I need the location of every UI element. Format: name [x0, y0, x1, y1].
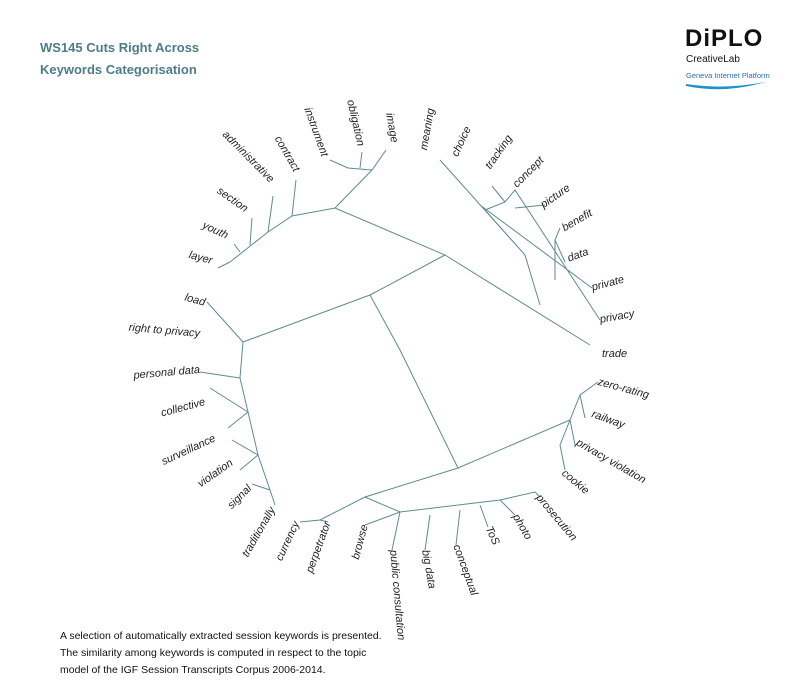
keyword-label: administrative — [220, 129, 276, 185]
keyword-label: instrument — [301, 106, 330, 159]
keyword-label: zero-rating — [596, 376, 652, 402]
keyword-label: right to privacy — [128, 322, 202, 340]
keyword-label: benefit — [560, 207, 595, 234]
caption-line: The similarity among keywords is compute… — [60, 647, 366, 659]
keyword-label: privacy — [598, 308, 637, 326]
keyword-label: tracking — [483, 132, 515, 171]
keyword-label: railway — [590, 408, 628, 431]
title-line: Keywords Categorisation — [40, 62, 197, 77]
keyword-label: big data — [419, 549, 438, 590]
keyword-label: surveillance — [160, 432, 218, 467]
keyword-label: contract — [272, 134, 302, 175]
keyword-label: personal data — [132, 364, 200, 382]
caption-line: A selection of automatically extracted s… — [60, 630, 382, 642]
keyword-label: photo — [509, 511, 534, 542]
keyword-label: cookie — [559, 467, 591, 497]
keyword-label: signal — [225, 482, 254, 511]
logo-swoosh — [686, 82, 765, 90]
logo-platform: Geneva Internet Platform — [686, 71, 770, 80]
keyword-label: obligation — [344, 99, 366, 148]
tree — [199, 149, 601, 551]
logo: DiPLO CreativeLab Geneva Internet Platfo… — [685, 25, 770, 90]
keyword-label: perpetrator — [304, 519, 334, 576]
keyword-label: conceptual — [450, 543, 480, 598]
keyword-label: trade — [602, 348, 627, 360]
keyword-label: concept — [511, 154, 547, 190]
keyword-label: browse — [350, 523, 371, 560]
keyword-label: currency — [274, 518, 303, 563]
logo-name: DiPLO — [685, 25, 763, 52]
logo-lab: CreativeLab — [686, 54, 740, 65]
keyword-label: prosecution — [533, 491, 579, 543]
keyword-label: youth — [200, 219, 230, 242]
keyword-label: section — [215, 185, 250, 215]
keyword-label: choice — [449, 125, 473, 159]
keyword-label: layer — [187, 249, 214, 267]
caption-line: model of the IGF Session Transcripts Cor… — [60, 664, 326, 676]
keyword-label: privacy violation — [573, 436, 648, 486]
keyword-label: traditionally — [240, 504, 279, 559]
keyword-label: load — [183, 292, 207, 309]
keyword-label: violation — [195, 457, 235, 490]
keyword-label: private — [589, 274, 625, 294]
keyword-label: picture — [538, 182, 573, 211]
keyword-label: image — [383, 112, 400, 144]
keyword-label: collective — [160, 396, 207, 419]
title-line: WS145 Cuts Right Across — [40, 40, 199, 55]
keyword-label: ToS — [483, 524, 502, 547]
keywords: image obligation instrumentcontractadminis… — [128, 99, 651, 641]
keyword-label: data — [566, 246, 590, 265]
keyword-label: meaning — [418, 107, 437, 152]
keyword-label: public consultation — [387, 548, 407, 640]
